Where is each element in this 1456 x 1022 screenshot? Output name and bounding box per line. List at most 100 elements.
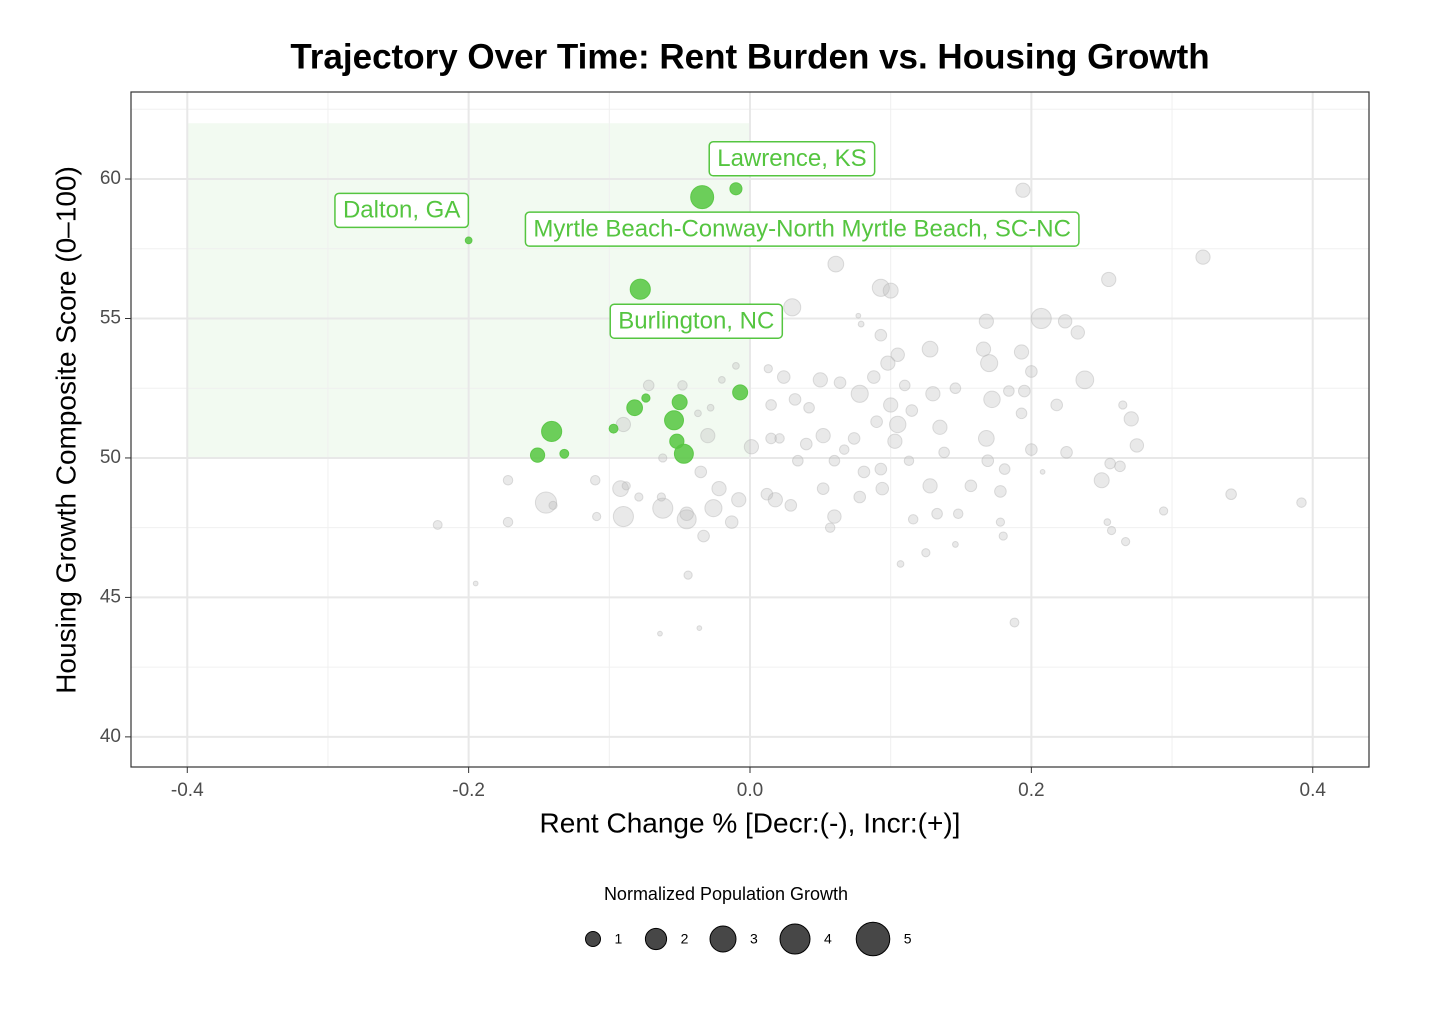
y-axis-label: Housing Growth Composite Score (0–100) <box>50 166 81 694</box>
point <box>925 386 941 402</box>
point <box>803 401 815 414</box>
point <box>1225 488 1237 501</box>
point <box>615 416 632 433</box>
point <box>815 428 831 444</box>
point <box>700 428 716 444</box>
point <box>855 312 862 319</box>
point <box>870 415 883 428</box>
legend-title: Normalized Population Growth <box>604 884 848 904</box>
point <box>1057 314 1073 329</box>
point <box>874 462 888 476</box>
point <box>874 328 888 342</box>
point <box>664 410 685 431</box>
point <box>760 487 774 501</box>
label-text: Burlington, NC <box>618 308 774 335</box>
point <box>867 370 881 384</box>
point <box>671 394 688 411</box>
point <box>903 455 915 466</box>
label-box <box>524 211 1080 247</box>
point <box>883 397 899 413</box>
point <box>833 376 847 389</box>
point <box>432 519 443 530</box>
label-box <box>708 141 876 177</box>
point <box>857 320 865 328</box>
point <box>784 499 798 512</box>
point <box>783 298 802 317</box>
point <box>559 448 570 459</box>
point <box>1114 460 1126 473</box>
point <box>788 393 802 406</box>
point <box>921 548 931 558</box>
point <box>949 382 962 395</box>
legend-label: 2 <box>681 931 689 947</box>
point <box>1296 497 1307 508</box>
point <box>998 531 1008 541</box>
point <box>847 432 861 445</box>
point <box>995 517 1006 527</box>
point <box>590 475 601 486</box>
point <box>1039 469 1046 475</box>
point <box>1103 518 1112 526</box>
point <box>690 185 715 210</box>
point <box>896 560 905 568</box>
point <box>1118 400 1128 410</box>
point <box>1195 249 1211 265</box>
point <box>729 182 743 196</box>
point <box>1121 537 1131 547</box>
point <box>951 541 959 548</box>
point <box>1050 398 1063 412</box>
point <box>977 430 995 447</box>
point <box>931 507 943 520</box>
point-label: Burlington, NC <box>609 303 784 339</box>
point <box>711 481 727 497</box>
point <box>732 384 749 401</box>
point <box>731 492 747 508</box>
point <box>1013 344 1030 360</box>
point <box>921 340 939 358</box>
point <box>827 255 845 273</box>
legend-label: 3 <box>750 931 758 947</box>
legend-key <box>779 923 811 955</box>
point <box>683 570 693 580</box>
x-tick-label: 0.0 <box>737 780 763 801</box>
point <box>887 433 903 449</box>
point <box>696 625 703 631</box>
legend-key <box>585 931 601 947</box>
y-tick-label: 45 <box>100 586 121 607</box>
point <box>853 490 867 504</box>
point <box>1025 443 1038 456</box>
point <box>907 514 919 525</box>
point <box>502 516 514 528</box>
point <box>890 347 905 362</box>
point <box>642 379 655 392</box>
point <box>975 341 992 357</box>
point <box>952 508 964 519</box>
point <box>694 465 708 479</box>
point <box>1018 384 1031 398</box>
point <box>1101 271 1117 288</box>
point <box>767 492 783 508</box>
label-box <box>334 192 470 229</box>
point <box>592 511 602 522</box>
x-tick-label: -0.4 <box>171 780 204 801</box>
point <box>673 443 694 464</box>
point <box>732 362 740 370</box>
point <box>641 393 651 403</box>
point <box>1015 182 1031 198</box>
point <box>612 505 634 528</box>
point <box>776 370 791 384</box>
point-label: Lawrence, KS <box>708 141 876 177</box>
point <box>983 390 1001 409</box>
y-tick-label: 50 <box>100 447 121 468</box>
point <box>1129 438 1145 453</box>
point <box>1106 525 1117 536</box>
point <box>850 384 869 403</box>
point <box>889 415 907 434</box>
point <box>875 481 890 496</box>
point <box>658 453 668 463</box>
point <box>502 475 514 486</box>
point <box>612 480 629 497</box>
point <box>765 399 777 411</box>
legend-label: 5 <box>904 931 912 947</box>
point <box>827 509 842 524</box>
